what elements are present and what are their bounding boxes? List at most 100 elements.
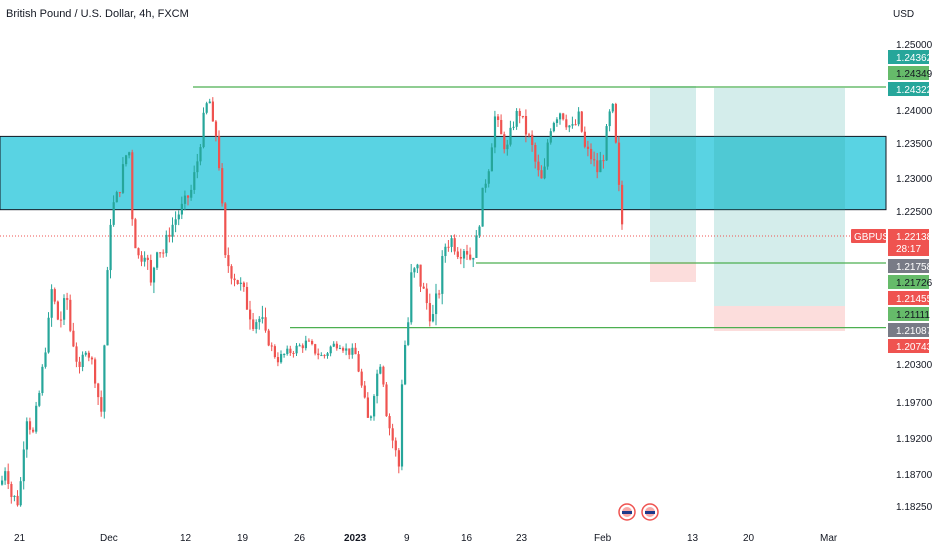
candle-down xyxy=(419,264,422,287)
candle-up xyxy=(487,171,490,184)
candle-up xyxy=(559,113,562,120)
candle-down xyxy=(534,144,537,162)
price-tag-bg xyxy=(888,339,929,353)
candle-down xyxy=(363,385,366,398)
candle-down xyxy=(596,160,599,173)
candle-up xyxy=(125,155,128,165)
candle-up xyxy=(512,126,515,128)
x-tick-label: 19 xyxy=(237,533,249,544)
candle-up xyxy=(50,289,53,318)
candle-up xyxy=(81,354,84,367)
candle-down xyxy=(100,397,103,412)
price-tag-value: 1.24349 xyxy=(896,69,932,80)
candle-up xyxy=(444,246,447,257)
candle-up xyxy=(345,348,348,351)
candle-down xyxy=(466,251,469,255)
symbol-name: GBPUSD xyxy=(854,232,896,243)
us-flag-event-icon[interactable] xyxy=(641,503,659,521)
price-tag-value: 1.21111 xyxy=(896,310,930,321)
x-tick-label: 13 xyxy=(687,533,699,544)
x-tick-label: Dec xyxy=(100,533,118,544)
us-flag-event-icon[interactable] xyxy=(618,503,636,521)
candle-down xyxy=(301,345,304,349)
price-tag-bg xyxy=(888,323,929,337)
candle-down xyxy=(574,124,577,126)
candle-down xyxy=(360,371,363,386)
y-tick-label: 1.22500 xyxy=(896,207,932,218)
candle-down xyxy=(75,346,78,362)
candle-down xyxy=(227,255,230,267)
candle-down xyxy=(32,429,35,432)
candle-up xyxy=(450,238,453,247)
candle-up xyxy=(484,183,487,188)
candle-up xyxy=(84,352,87,355)
y-tick-label: 1.18250 xyxy=(896,502,932,513)
supply-demand-zone[interactable] xyxy=(0,135,887,211)
candle-down xyxy=(137,248,140,256)
candle-down xyxy=(224,203,227,256)
take-profit-area xyxy=(650,86,696,262)
candle-down xyxy=(335,343,338,349)
candle-up xyxy=(493,116,497,148)
candle-down xyxy=(385,384,388,417)
candle-up xyxy=(435,293,438,315)
candle-down xyxy=(593,159,596,161)
candle-down xyxy=(28,421,32,430)
candle-up xyxy=(407,322,410,345)
candle-down xyxy=(249,309,252,320)
stop-loss-area xyxy=(714,306,845,331)
x-tick-label: 12 xyxy=(180,533,192,544)
candle-up xyxy=(35,405,38,432)
price-tag-value: 1.21087 xyxy=(896,326,932,337)
candle-down xyxy=(586,146,590,149)
candle-up xyxy=(577,111,580,125)
candle-up xyxy=(202,112,205,148)
candle-down xyxy=(242,282,245,287)
candle-up xyxy=(400,384,404,467)
candle-down xyxy=(382,366,385,385)
candle-up xyxy=(552,122,555,132)
candle-up xyxy=(165,234,168,254)
candle-up xyxy=(413,268,416,273)
y-tick-label: 1.24000 xyxy=(896,106,932,117)
price-tag-value: 1.21726 xyxy=(896,278,932,289)
long-position-1[interactable] xyxy=(650,86,696,282)
candle-down xyxy=(388,416,391,429)
symbol-tag-bg xyxy=(851,229,886,243)
candle-down xyxy=(521,115,524,117)
y-tick-label: 1.25000 xyxy=(896,40,932,51)
candle-down xyxy=(621,184,624,225)
candle-up xyxy=(338,348,342,350)
long-position-2[interactable] xyxy=(714,88,845,331)
candle-up xyxy=(490,147,493,172)
candle-up xyxy=(121,164,125,193)
y-tick-label: 1.18700 xyxy=(896,470,932,481)
candle-up xyxy=(515,110,518,127)
candle-down xyxy=(87,352,90,358)
candle-up xyxy=(196,161,199,173)
x-tick-label: Mar xyxy=(820,533,838,544)
candle-down xyxy=(562,113,565,120)
candle-down xyxy=(118,192,121,194)
price-tag-bg xyxy=(888,66,929,80)
candle-down xyxy=(131,152,134,220)
candles xyxy=(1,97,624,507)
candle-up xyxy=(143,257,146,262)
candle-down xyxy=(94,359,97,384)
candle-up xyxy=(239,282,242,284)
candle-down xyxy=(366,397,369,418)
candle-up xyxy=(199,147,202,162)
candle-down xyxy=(469,254,472,260)
x-tick-label: 26 xyxy=(294,533,306,544)
candle-up xyxy=(63,298,66,320)
candle-down xyxy=(264,317,267,331)
candle-up xyxy=(320,355,323,357)
candle-down xyxy=(53,289,56,302)
price-axis[interactable]: 1.25000 1.24000 1.23500 1.23000 1.22500 1.203… xyxy=(896,40,932,513)
candle-down xyxy=(354,347,357,355)
candle-down xyxy=(524,116,528,135)
candle-down xyxy=(289,348,292,353)
x-tick-label: 9 xyxy=(404,533,410,544)
time-axis[interactable]: 21 Dec 12 19 26 2023 9 16 23 Feb 13 20 Mar xyxy=(14,533,838,544)
